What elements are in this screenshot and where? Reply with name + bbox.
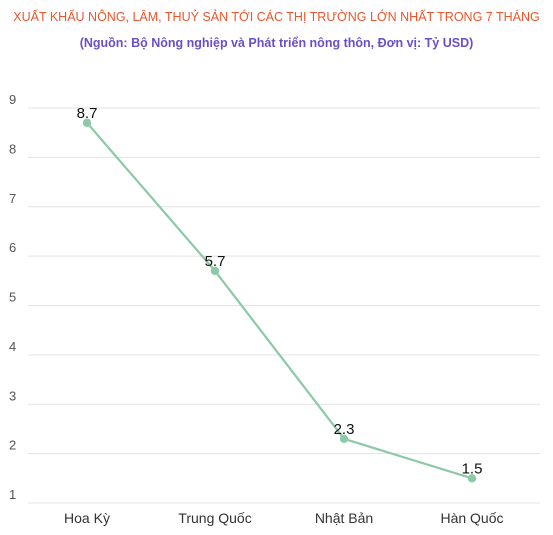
data-point-3 xyxy=(339,434,349,444)
data-label-4: 1.5 xyxy=(462,460,483,477)
data-label-1: 8.7 xyxy=(77,105,98,122)
data-label-2: 5.7 xyxy=(205,253,226,270)
y-tick-label-6: 6 xyxy=(9,240,16,255)
data-label-3: 2.3 xyxy=(334,421,355,438)
chart-title: XUẤT KHẨU NÔNG, LÂM, THUỶ SẢN TỚI CÁC TH… xyxy=(13,10,540,24)
y-tick-label-3: 3 xyxy=(9,388,16,403)
x-category-label-1: Hoa Kỳ xyxy=(64,510,110,526)
y-tick-label-4: 4 xyxy=(9,339,16,354)
data-point-4 xyxy=(467,474,477,483)
y-tick-label-9: 9 xyxy=(9,92,16,107)
data-point-1 xyxy=(82,118,92,128)
x-category-label-3: Nhật Bản xyxy=(315,510,373,526)
x-category-label-2: Trung Quốc xyxy=(178,510,251,526)
y-tick-label-7: 7 xyxy=(9,191,16,206)
data-point-2 xyxy=(210,266,220,276)
y-tick-label-5: 5 xyxy=(9,290,16,305)
chart-subtitle: (Nguồn: Bộ Nông nghiệp và Phát triển nôn… xyxy=(79,36,474,50)
y-tick-label-2: 2 xyxy=(9,438,16,453)
y-tick-label-8: 8 xyxy=(9,141,16,156)
y-tick-label-1: 1 xyxy=(9,487,16,502)
series-line xyxy=(86,122,473,480)
x-category-label-4: Hàn Quốc xyxy=(440,510,503,526)
